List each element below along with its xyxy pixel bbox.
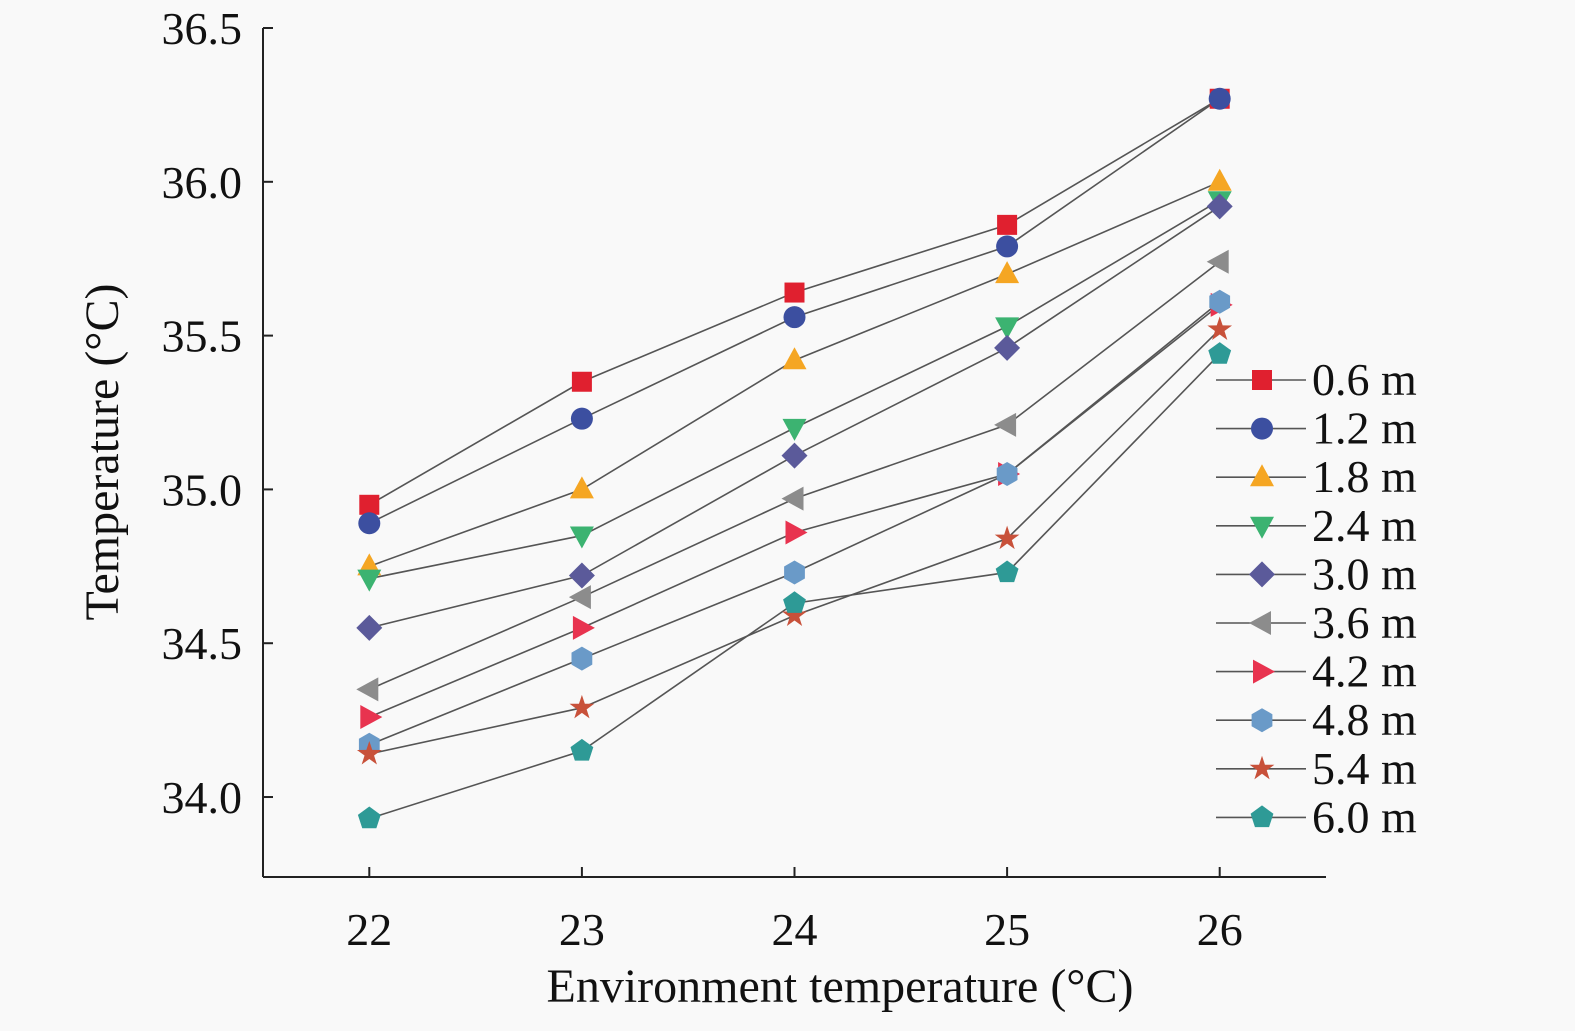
- x-axis-label: Environment temperature (°C): [547, 960, 1134, 1013]
- data-point: [781, 442, 808, 469]
- data-point: [994, 525, 1020, 550]
- legend-marker: [1250, 464, 1274, 487]
- data-point: [569, 694, 595, 719]
- legend-marker: [1250, 516, 1274, 539]
- data-point: [571, 646, 593, 671]
- series-line: [369, 328, 1221, 755]
- legend-label: 3.0 m: [1312, 548, 1417, 599]
- data-point: [1207, 168, 1232, 191]
- data-point: [357, 806, 381, 829]
- legend-marker: [1249, 755, 1275, 780]
- data-point: [571, 371, 592, 392]
- data-point: [783, 591, 806, 613]
- y-tick-label: 35.0: [162, 464, 243, 515]
- data-point: [997, 214, 1018, 235]
- x-tick-label: 25: [984, 904, 1030, 955]
- legend-label: 5.4 m: [1312, 743, 1417, 794]
- x-tick-label: 24: [772, 904, 818, 955]
- data-point: [784, 560, 805, 585]
- legend-label: 0.6 m: [1312, 354, 1417, 405]
- data-point: [995, 261, 1020, 284]
- data-point: [569, 476, 594, 499]
- legend-marker: [1249, 561, 1275, 588]
- legend-label: 1.2 m: [1312, 403, 1417, 454]
- legend-marker: [1249, 611, 1271, 635]
- legend-label: 4.8 m: [1312, 694, 1417, 745]
- data-point: [994, 412, 1017, 437]
- data-point: [1208, 342, 1232, 364]
- data-point: [785, 520, 808, 545]
- data-point: [1207, 316, 1233, 340]
- data-point: [1208, 87, 1231, 110]
- y-axis-label: Temperature (°C): [76, 283, 129, 620]
- series-markers: [356, 87, 1233, 829]
- data-point: [1209, 289, 1231, 314]
- y-tick-label: 34.5: [162, 618, 243, 669]
- data-point: [356, 614, 383, 641]
- data-point: [1206, 249, 1229, 274]
- data-point: [994, 334, 1021, 361]
- data-point: [784, 282, 805, 303]
- data-point: [360, 705, 383, 730]
- legend-marker: [1251, 417, 1273, 440]
- data-point: [782, 602, 807, 627]
- data-point: [782, 347, 807, 370]
- legend-label: 4.2 m: [1312, 646, 1417, 697]
- x-tick-label: 26: [1197, 904, 1243, 955]
- data-point: [995, 560, 1019, 583]
- series-line: [369, 181, 1221, 568]
- data-point: [996, 235, 1019, 258]
- y-tick-label: 36.5: [162, 3, 243, 54]
- data-point: [572, 615, 595, 640]
- data-point: [570, 407, 593, 430]
- data-point: [783, 306, 806, 329]
- legend-marker: [1251, 708, 1273, 733]
- legend-marker: [1252, 370, 1272, 390]
- legend-label: 2.4 m: [1312, 500, 1417, 551]
- legend-label: 3.6 m: [1312, 597, 1417, 648]
- data-point: [1206, 193, 1233, 220]
- legend-label: 1.8 m: [1312, 451, 1417, 502]
- data-point: [996, 462, 1018, 487]
- data-point: [995, 317, 1020, 340]
- y-tick-label: 34.0: [162, 772, 243, 823]
- legend: 0.6 m1.2 m1.8 m2.4 m3.0 m3.6 m4.2 m4.8 m…: [1216, 354, 1417, 842]
- legend-label: 6.0 m: [1312, 791, 1417, 842]
- x-tick-label: 23: [559, 904, 605, 955]
- x-tick-label: 22: [346, 904, 392, 955]
- data-point: [782, 418, 807, 441]
- axes: 34.0 34.5 35.0 35.5 36.0 36.5 22 23 24 25 26: [162, 3, 1326, 955]
- data-point: [568, 585, 591, 610]
- data-point: [570, 738, 594, 761]
- series-line: [369, 199, 1221, 580]
- data-point: [568, 562, 595, 589]
- y-tick-label: 36.0: [162, 157, 243, 208]
- data-point: [359, 494, 380, 515]
- data-point: [356, 740, 382, 765]
- data-point: [569, 526, 594, 549]
- y-tick-label: 35.5: [162, 311, 243, 362]
- data-point: [781, 486, 804, 511]
- data-point: [357, 569, 382, 592]
- data-point: [358, 512, 381, 535]
- legend-marker: [1253, 659, 1275, 684]
- data-point: [356, 677, 379, 702]
- legend-marker: [1250, 805, 1274, 828]
